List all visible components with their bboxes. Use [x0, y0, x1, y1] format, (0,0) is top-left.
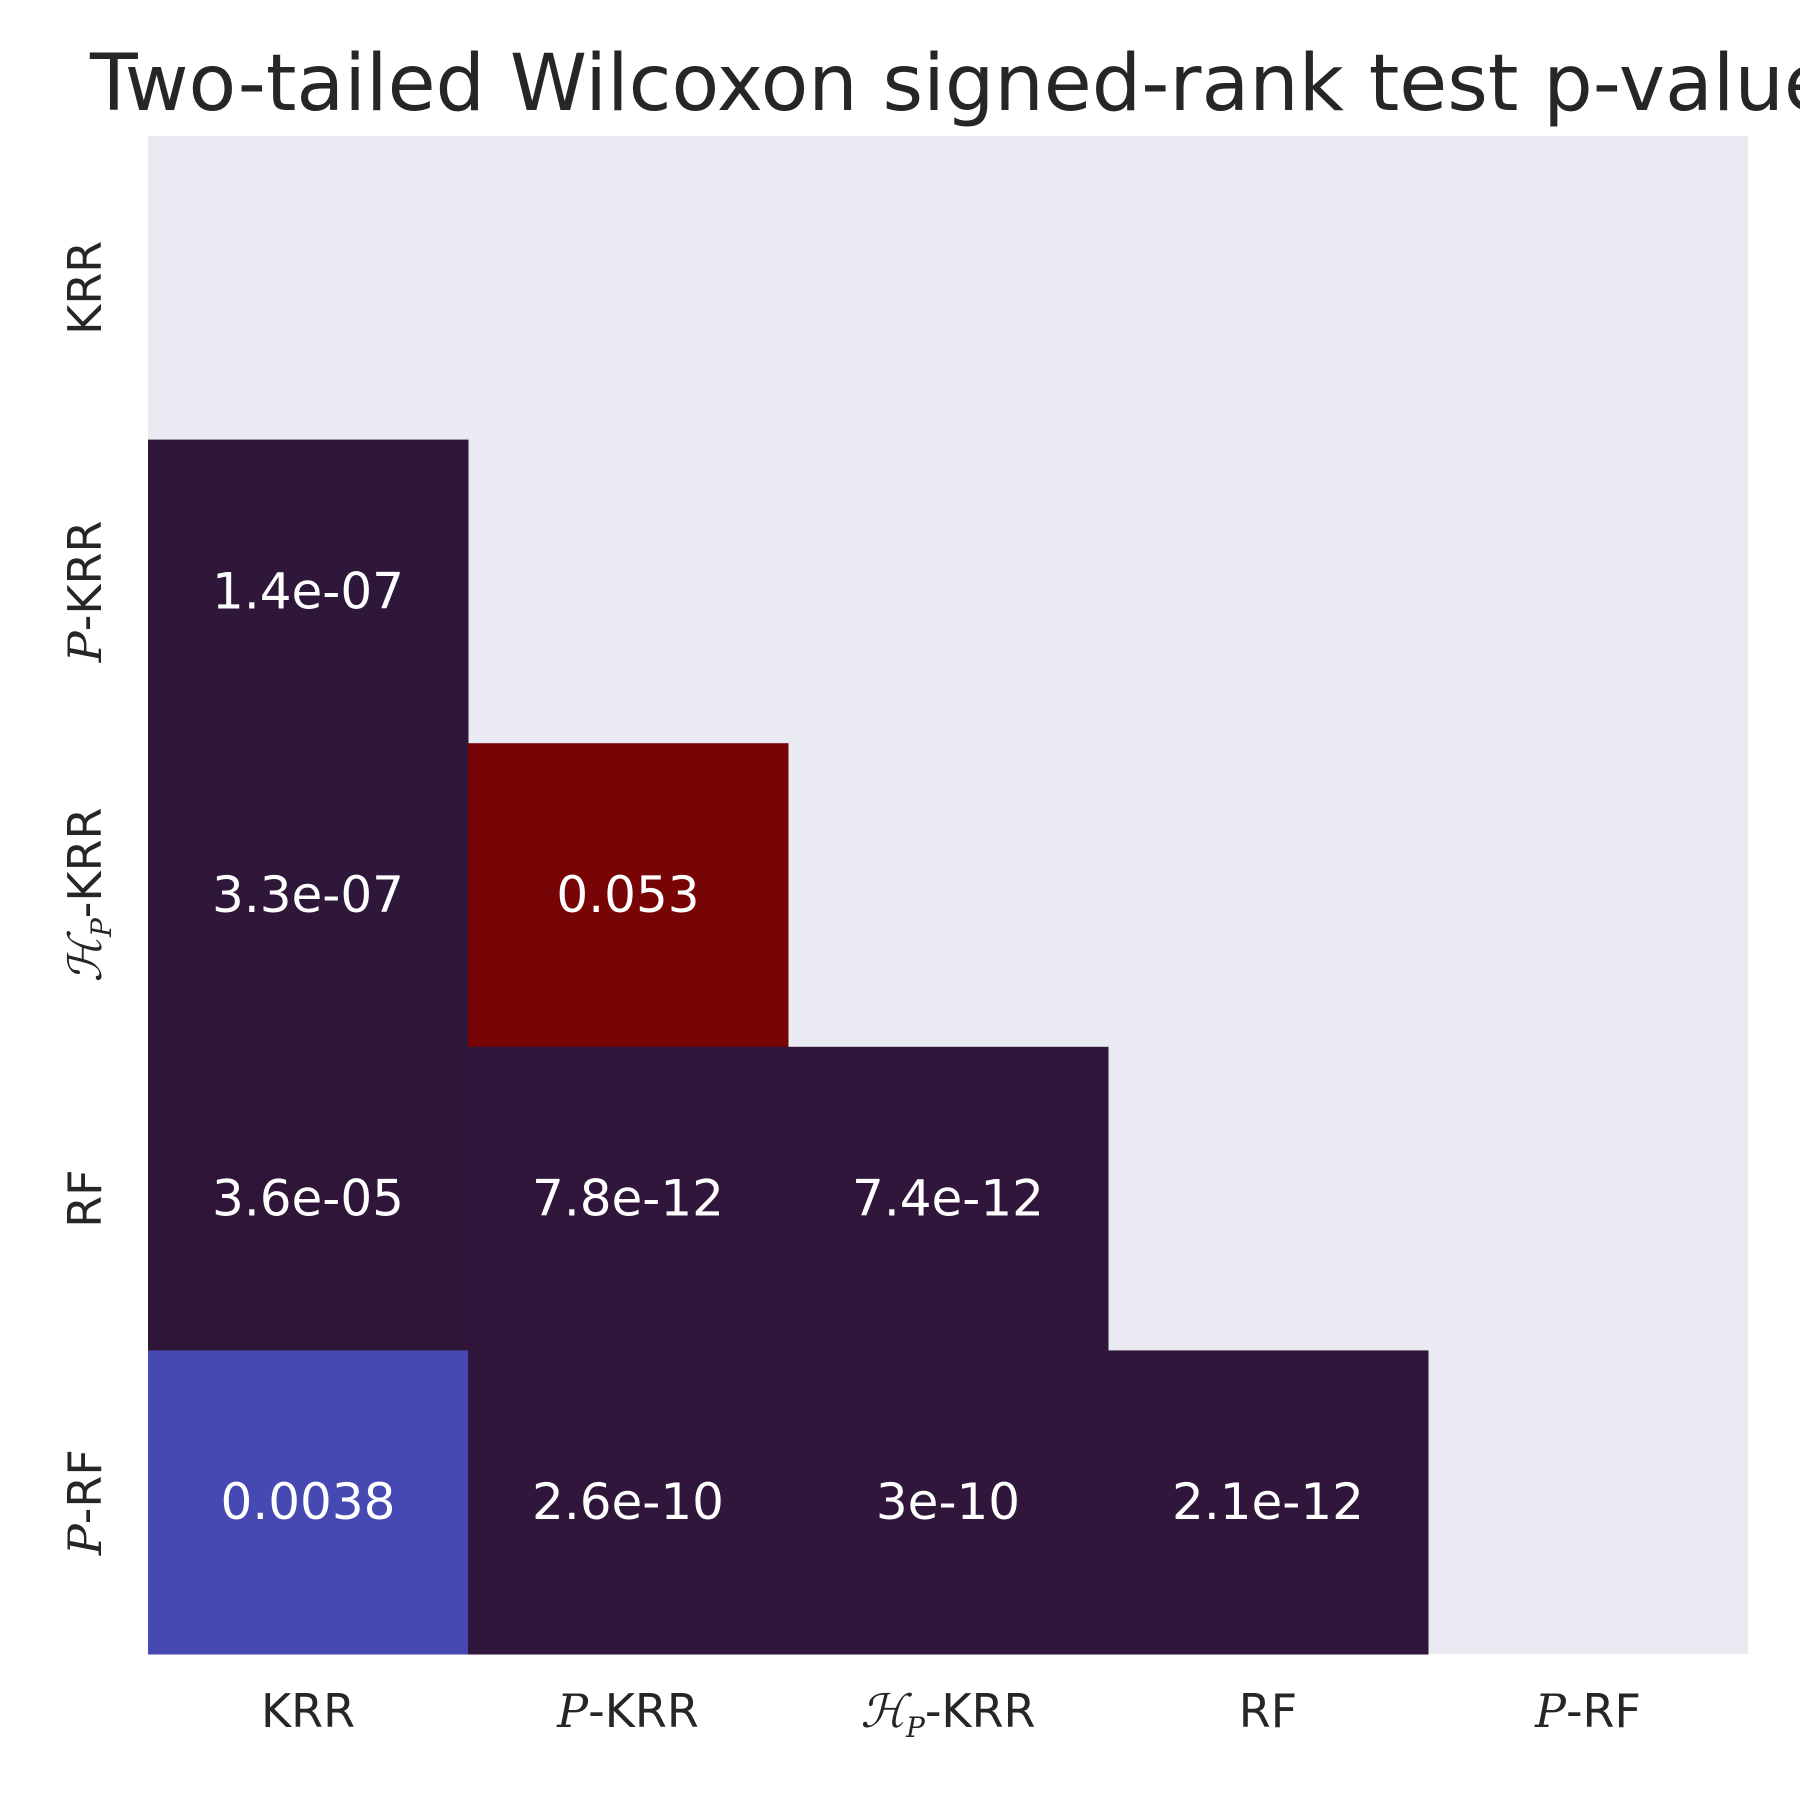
- y-tick-label: KRR: [58, 241, 112, 335]
- heatmap-cell: [148, 1046, 469, 1351]
- heatmap-cell: [1108, 1350, 1429, 1655]
- cell-value-label: 7.4e-12: [852, 1170, 1044, 1228]
- cell-value-label: 7.8e-12: [532, 1170, 724, 1228]
- y-axis-tick-labels: KRR P-KRR ℋP-KRR RF P-RF: [58, 241, 118, 1556]
- heatmap-cell: [788, 1046, 1109, 1351]
- x-tick-label: KRR: [261, 1684, 355, 1738]
- chart-title: Two-tailed Wilcoxon signed-rank test p-v…: [89, 39, 1800, 129]
- x-tick-label: RF: [1239, 1684, 1297, 1738]
- x-axis-tick-labels: KRR P-KRR ℋP-KRR RF P-RF: [261, 1684, 1641, 1744]
- cell-value-label: 1.4e-07: [212, 562, 404, 620]
- x-tick-label: ℋP-KRR: [861, 1684, 1036, 1744]
- y-tick-label: P-RF: [58, 1449, 112, 1556]
- heatmap-cell: [148, 1350, 469, 1655]
- cell-value-label: 3e-10: [876, 1473, 1020, 1531]
- y-tick-label: P-KRR: [58, 521, 112, 664]
- cell-value-label: 3.3e-07: [212, 866, 404, 924]
- heatmap-cell: [468, 743, 789, 1048]
- heatmap-cell: [468, 1046, 789, 1351]
- x-tick-label: P-KRR: [556, 1684, 699, 1738]
- y-tick-label: ℋP-KRR: [58, 808, 118, 983]
- heatmap-cell: [788, 1350, 1109, 1655]
- heatmap-cell: [148, 439, 469, 744]
- heatmap-cell: [148, 743, 469, 1048]
- cell-value-label: 3.6e-05: [212, 1170, 404, 1228]
- cell-value-label: 2.6e-10: [532, 1473, 724, 1531]
- cell-value-label: 0.053: [556, 866, 699, 924]
- cell-value-label: 2.1e-12: [1172, 1473, 1364, 1531]
- heatmap-cells: 1.4e-07 3.3e-07 0.053 3.6e-05 7.8e-12 7.4e-12…: [148, 439, 1429, 1655]
- x-tick-label: P-RF: [1534, 1684, 1641, 1738]
- cell-value-label: 0.0038: [221, 1473, 396, 1531]
- heatmap-cell: [468, 1350, 789, 1655]
- y-tick-label: RF: [58, 1169, 112, 1227]
